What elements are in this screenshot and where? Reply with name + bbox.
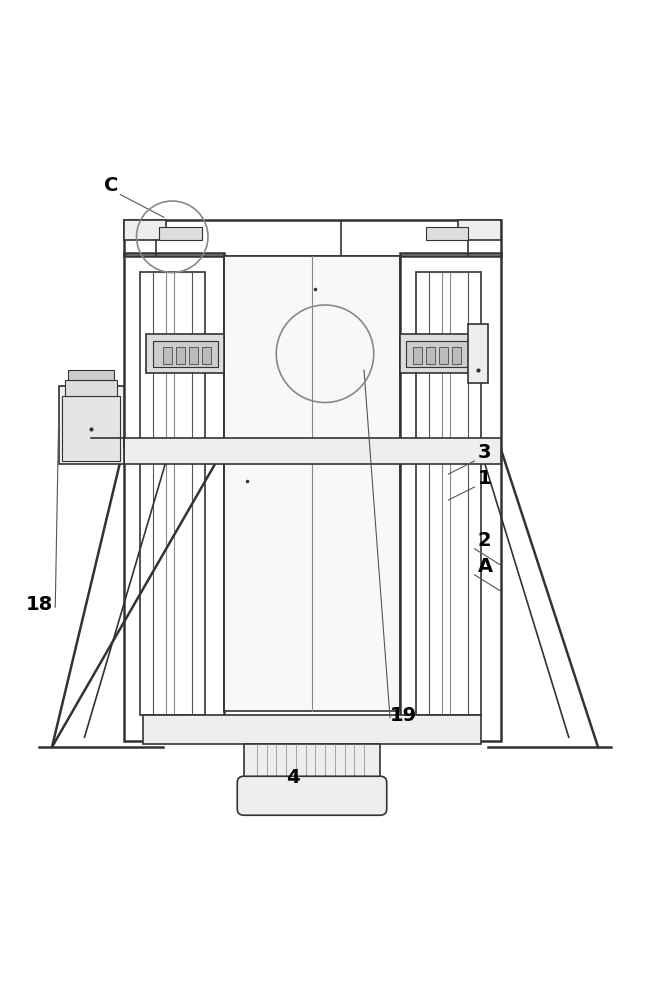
Bar [426, 347, 435, 363]
Text: 1: 1 [478, 469, 491, 488]
Bar [65, 380, 117, 396]
Text: 3: 3 [478, 443, 491, 462]
Bar [188, 347, 198, 363]
Text: 4: 4 [286, 768, 300, 787]
Bar [124, 221, 501, 256]
Bar [429, 272, 468, 714]
Bar [62, 396, 120, 461]
Bar [143, 714, 481, 744]
Bar [202, 347, 211, 363]
Bar [439, 347, 448, 363]
Text: A: A [478, 556, 493, 575]
Bar [140, 272, 205, 714]
Bar [124, 221, 166, 240]
Bar [58, 386, 124, 464]
Bar [452, 347, 461, 363]
Bar [400, 253, 500, 740]
Bar [458, 221, 501, 240]
Bar [244, 744, 380, 792]
Bar [153, 341, 218, 367]
Bar [159, 227, 202, 240]
FancyBboxPatch shape [237, 776, 387, 815]
Bar [153, 272, 192, 714]
Bar [124, 253, 224, 740]
Bar [400, 334, 478, 373]
Bar [406, 341, 471, 367]
Bar [416, 272, 481, 714]
Bar [176, 347, 185, 363]
Bar [426, 227, 468, 240]
Text: 19: 19 [390, 706, 417, 725]
Bar [124, 438, 501, 464]
Bar [224, 256, 400, 711]
Text: C: C [104, 176, 118, 195]
Text: 18: 18 [26, 595, 53, 614]
Bar [162, 347, 172, 363]
Bar [413, 347, 422, 363]
Text: 2: 2 [478, 530, 491, 549]
Bar [468, 324, 488, 383]
Bar [146, 334, 224, 373]
Bar [68, 370, 114, 380]
